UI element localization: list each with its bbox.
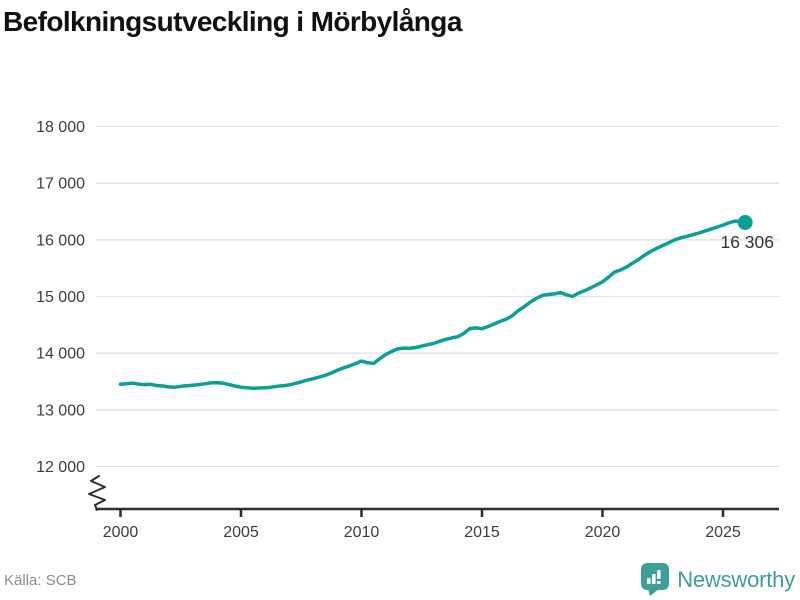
x-tick-label: 2015 [464, 524, 500, 541]
y-tick-label: 18 000 [36, 119, 85, 136]
series-end-value-label: 16 306 [720, 232, 774, 252]
population-series-line [118, 219, 747, 391]
source-note: Källa: SCB [4, 572, 77, 589]
y-tick-label: 17 000 [36, 176, 85, 193]
y-tick-label: 16 000 [36, 232, 85, 249]
y-tick-label: 14 000 [36, 346, 85, 363]
y-axis-break-icon [88, 475, 106, 511]
newsworthy-wordmark: Newsworthy [677, 566, 795, 592]
page-title: Befolkningsutveckling i Mörbylånga [3, 6, 462, 37]
newsworthy-brand: Newsworthy [640, 562, 795, 597]
series-end-dot [737, 214, 753, 230]
x-tick-label: 2010 [344, 524, 380, 541]
x-tick-label: 2005 [223, 524, 259, 541]
newsworthy-logo-icon [641, 563, 670, 596]
y-tick-label: 13 000 [36, 402, 85, 419]
population-line-chart: 18 000 17 000 16 000 15 000 14 000 13 000 12 0… [36, 119, 779, 541]
x-tick-label: 2020 [585, 524, 621, 541]
y-tick-label: 12 000 [36, 459, 85, 476]
y-tick-label: 15 000 [36, 289, 85, 306]
x-tick-label: 2000 [103, 524, 139, 541]
x-tick-label: 2025 [705, 524, 741, 541]
